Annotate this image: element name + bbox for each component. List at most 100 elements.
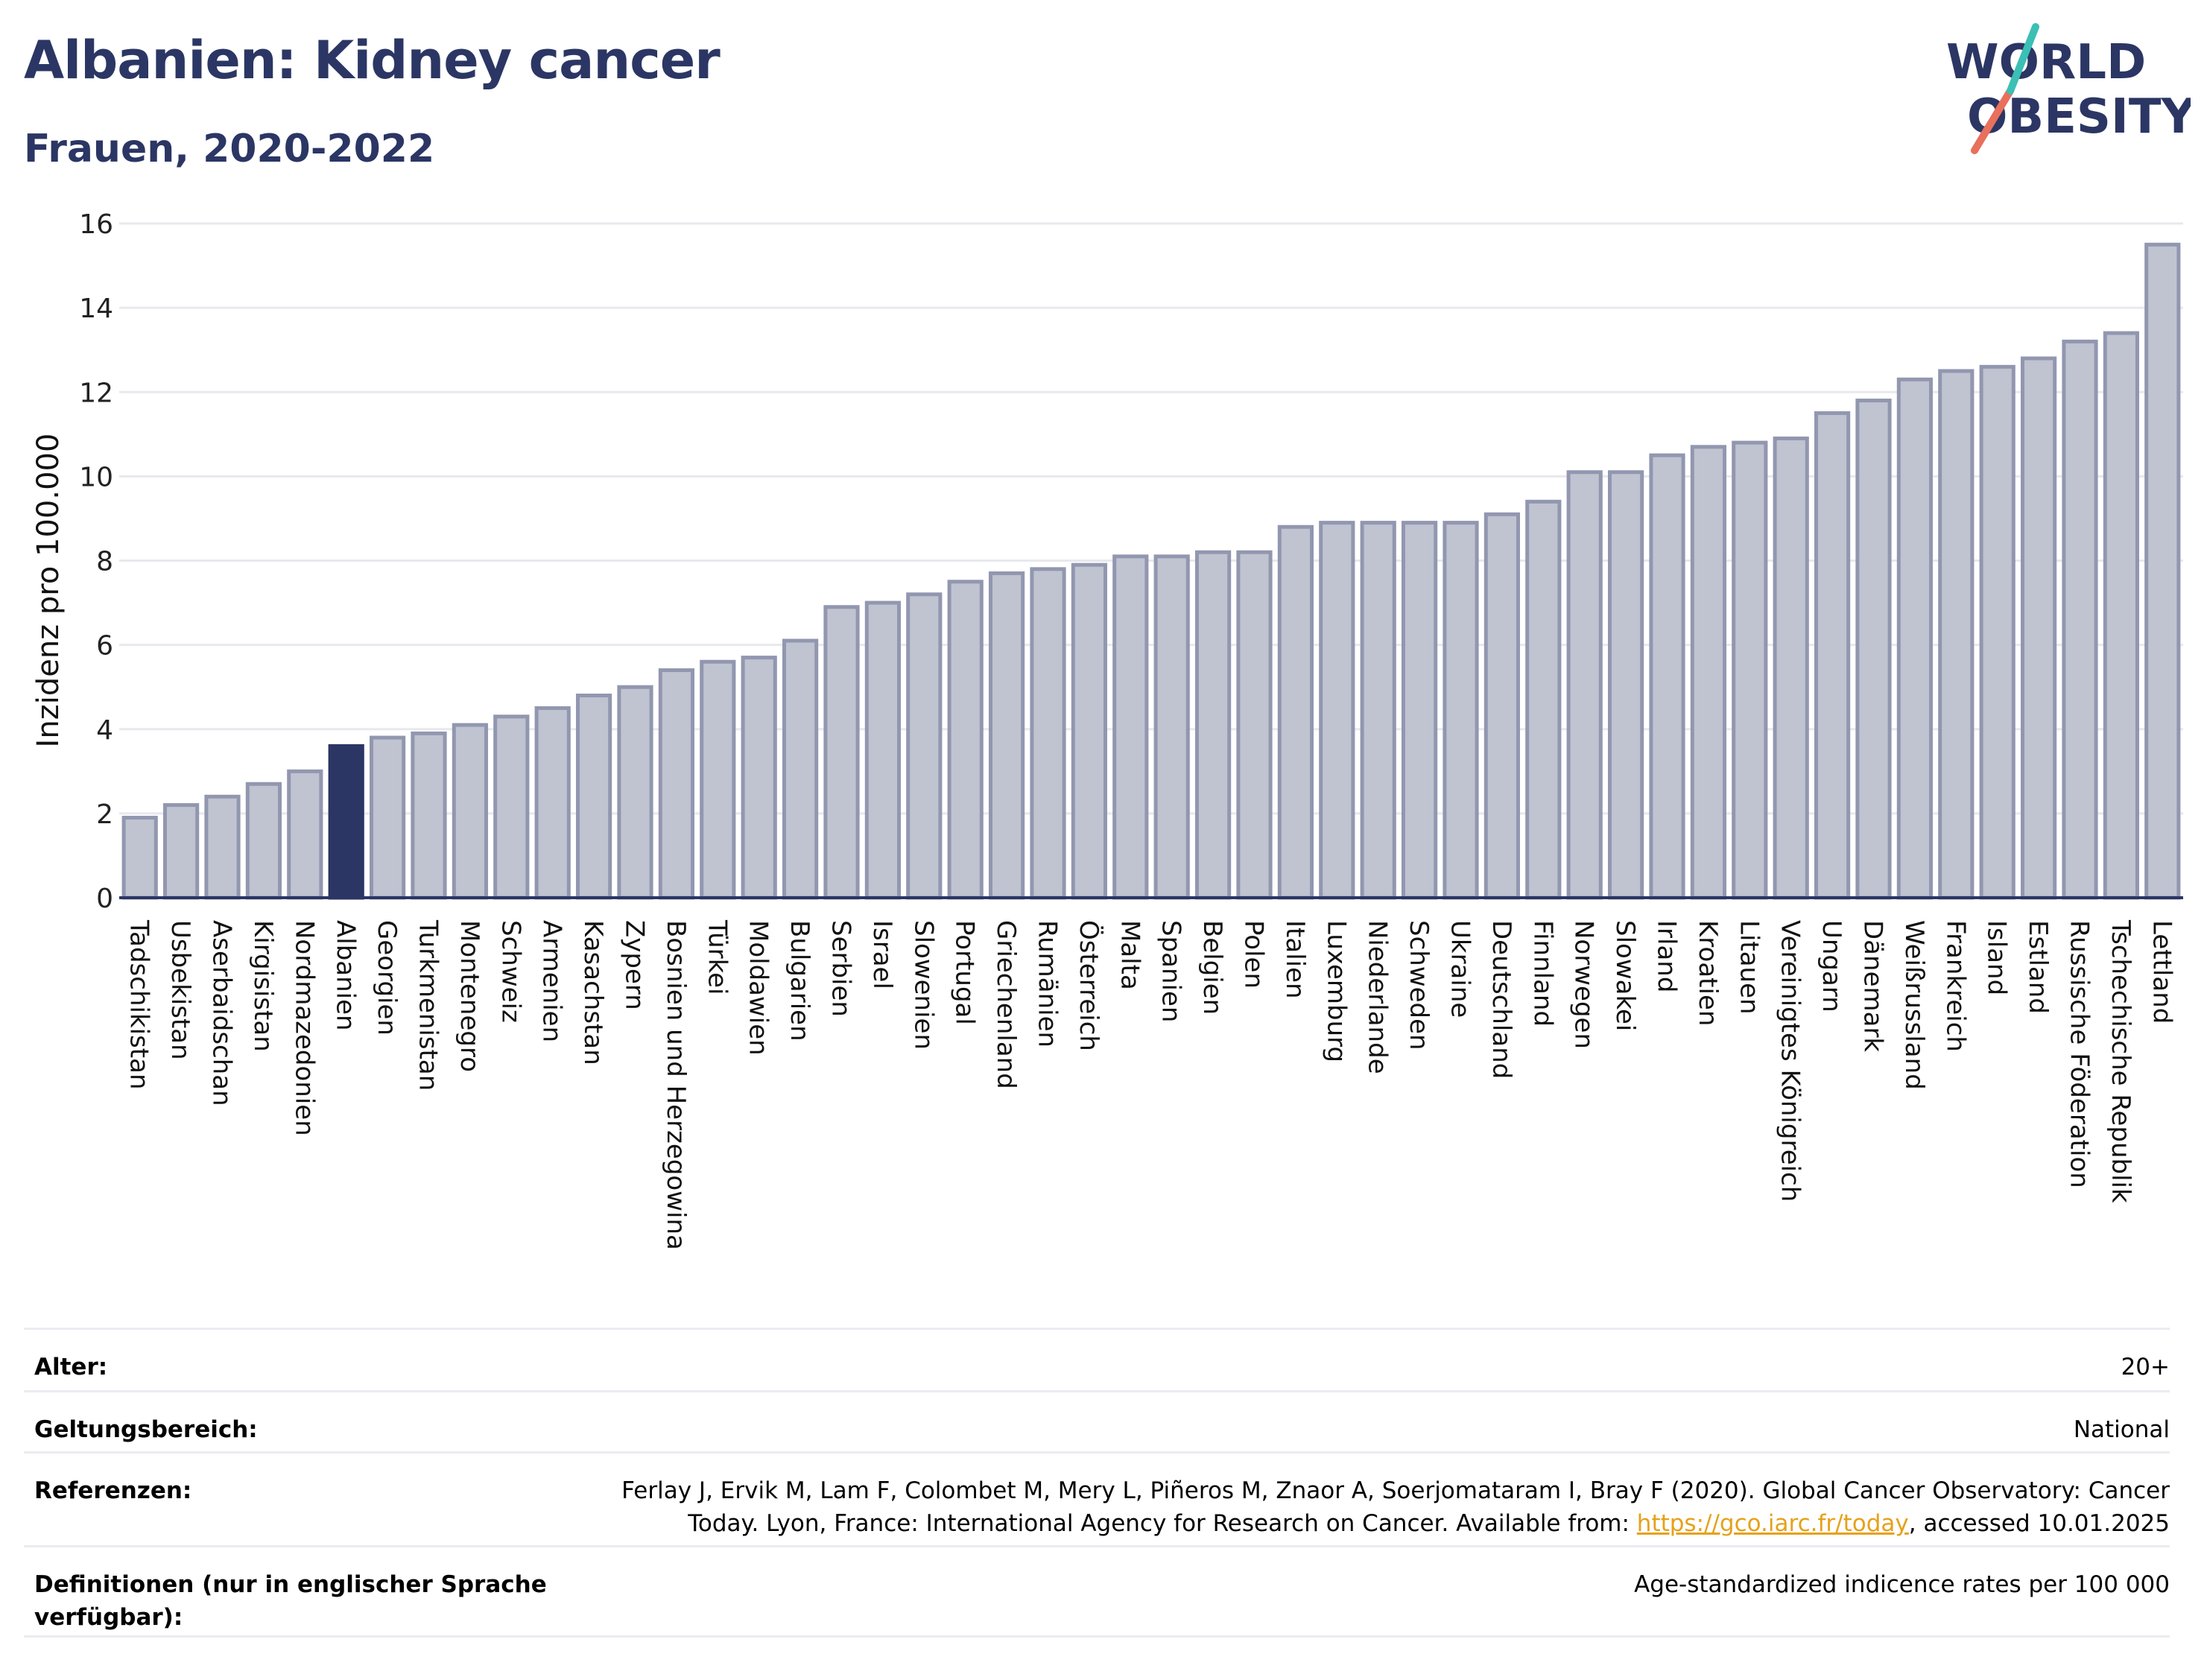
bar-lettland[interactable] bbox=[2144, 242, 2181, 900]
bar-turkmenistan[interactable] bbox=[411, 731, 447, 900]
x-tick-label: Norwegen bbox=[1569, 920, 1599, 1049]
bar-schweiz[interactable] bbox=[493, 714, 530, 900]
x-tick-label: Ukraine bbox=[1445, 920, 1475, 1018]
x-tick-label: Rumänien bbox=[1033, 920, 1063, 1047]
x-tick-label: Schweden bbox=[1404, 920, 1434, 1050]
bar-usbekistan[interactable] bbox=[162, 803, 200, 900]
x-tick-label: Kirgisistan bbox=[248, 920, 278, 1052]
bar-montenegro[interactable] bbox=[452, 723, 489, 900]
bar-spanien[interactable] bbox=[1153, 554, 1190, 900]
bar-italien[interactable] bbox=[1277, 524, 1314, 900]
bar-tadschikistan[interactable] bbox=[121, 816, 158, 900]
y-axis-ticks: 0 2 4 6 8 10 12 14 16 bbox=[79, 209, 113, 914]
definitions-value: Age-standardized indicence rates per 100… bbox=[1634, 1571, 2170, 1598]
bar-slowakei[interactable] bbox=[1607, 470, 1644, 900]
world-obesity-logo: WORLD OBESITY bbox=[1946, 23, 2191, 154]
y-tick-label: 6 bbox=[96, 631, 113, 662]
x-tick-label: Lettland bbox=[2147, 920, 2176, 1024]
bar-kirgisistan[interactable] bbox=[245, 782, 282, 900]
bar-bulgarien[interactable] bbox=[782, 638, 819, 900]
bar-estland[interactable] bbox=[2020, 356, 2057, 900]
bar-belgien[interactable] bbox=[1194, 550, 1232, 900]
bar-island[interactable] bbox=[1979, 364, 2015, 900]
bar-vereinigtes-königreich[interactable] bbox=[1773, 436, 1809, 900]
bar-russische-föderation[interactable] bbox=[2062, 339, 2098, 900]
x-tick-label: Armenien bbox=[537, 920, 567, 1042]
bar-georgien[interactable] bbox=[369, 735, 406, 900]
bar-israel[interactable] bbox=[864, 600, 902, 900]
x-tick-label: Montenegro bbox=[455, 920, 484, 1072]
bar-finnland[interactable] bbox=[1525, 499, 1562, 900]
info-row-references: Referenzen: Ferlay J, Ervik M, Lam F, Co… bbox=[24, 1451, 2170, 1545]
bar-ukraine[interactable] bbox=[1443, 521, 1479, 900]
bar-österreich[interactable] bbox=[1071, 562, 1108, 900]
bar-nordmazedonien[interactable] bbox=[287, 769, 323, 900]
info-table: Alter: 20+ Geltungsbereich: National Ref… bbox=[24, 1328, 2170, 1638]
bar-bosnien-und-herzegowina[interactable] bbox=[658, 668, 695, 900]
bar-griechenland[interactable] bbox=[988, 571, 1025, 900]
bar-serbien[interactable] bbox=[823, 605, 860, 900]
y-tick-label: 8 bbox=[96, 547, 113, 577]
bar-irland[interactable] bbox=[1649, 453, 1685, 900]
bar-luxemburg[interactable] bbox=[1319, 521, 1355, 900]
x-tick-label: Bosnien und Herzegowina bbox=[661, 920, 691, 1250]
x-tick-label: Niederlande bbox=[1363, 920, 1393, 1074]
chart-subtitle: Frauen, 2020-2022 bbox=[24, 127, 435, 171]
bar-polen[interactable] bbox=[1236, 550, 1273, 900]
x-tick-label: Litauen bbox=[1734, 920, 1764, 1015]
x-tick-label: Island bbox=[1982, 920, 2012, 995]
bar-armenien[interactable] bbox=[534, 706, 571, 900]
bar-zypern[interactable] bbox=[617, 685, 653, 900]
x-tick-label: Bulgarien bbox=[785, 920, 814, 1042]
bar-türkei[interactable] bbox=[700, 659, 736, 900]
x-tick-label: Moldawien bbox=[744, 920, 773, 1056]
y-tick-label: 16 bbox=[79, 209, 113, 240]
bar-dänemark[interactable] bbox=[1855, 399, 1892, 900]
x-tick-label: Tschechische Republik bbox=[2106, 919, 2135, 1203]
bar-schweden[interactable] bbox=[1401, 521, 1438, 900]
x-tick-label: Russische Föderation bbox=[2065, 920, 2094, 1188]
x-tick-label: Estland bbox=[2023, 920, 2053, 1014]
y-axis-label: Inzidenz pro 100.000 bbox=[31, 434, 66, 748]
bar-niederlande[interactable] bbox=[1360, 521, 1396, 900]
x-tick-label: Kasachstan bbox=[578, 920, 608, 1065]
x-tick-label: Schweiz bbox=[495, 920, 525, 1023]
x-tick-label: Dänemark bbox=[1858, 920, 1888, 1052]
references-link[interactable]: https://gco.iarc.fr/today bbox=[1636, 1510, 1909, 1537]
y-tick-label: 10 bbox=[79, 462, 113, 492]
x-tick-label: Weißrussland bbox=[1899, 920, 1929, 1090]
bar-ungarn[interactable] bbox=[1814, 411, 1851, 900]
bar-slowenien[interactable] bbox=[906, 592, 943, 900]
bar-deutschland[interactable] bbox=[1483, 512, 1521, 900]
x-tick-label: Irland bbox=[1652, 920, 1682, 992]
y-tick-label: 0 bbox=[96, 884, 113, 914]
x-axis-labels: Tadschikistan Usbekistan Aserbaidschan Kirg… bbox=[124, 919, 2177, 1250]
bar-albanien[interactable] bbox=[328, 744, 364, 900]
bar-kroatien[interactable] bbox=[1690, 445, 1727, 900]
bar-norwegen[interactable] bbox=[1566, 470, 1603, 900]
logo-line1: WORLD bbox=[1946, 35, 2146, 90]
y-tick-label: 4 bbox=[96, 715, 113, 746]
x-tick-label: Österreich bbox=[1074, 920, 1104, 1051]
bar-kasachstan[interactable] bbox=[575, 694, 612, 900]
x-tick-label: Tadschikistan bbox=[124, 919, 154, 1090]
scope-value: National bbox=[2073, 1416, 2170, 1443]
info-row-definitions: Definitionen (nur in englischer Sprache … bbox=[24, 1545, 2170, 1638]
bar-litauen[interactable] bbox=[1732, 440, 1768, 900]
references-line1: Ferlay J, Ervik M, Lam F, Colombet M, Me… bbox=[621, 1477, 2170, 1504]
bar-weißrussland[interactable] bbox=[1896, 377, 1934, 900]
x-tick-label: Aserbaidschan bbox=[207, 920, 237, 1106]
x-tick-label: Finnland bbox=[1527, 920, 1557, 1027]
bar-malta[interactable] bbox=[1112, 554, 1149, 900]
bar-tschechische-republik[interactable] bbox=[2103, 331, 2140, 900]
x-tick-label: Ungarn bbox=[1817, 920, 1846, 1012]
x-tick-label: Frankreich bbox=[1940, 920, 1970, 1052]
bar-aserbaidschan[interactable] bbox=[204, 794, 241, 900]
bar-moldawien[interactable] bbox=[741, 656, 777, 900]
age-label: Alter: bbox=[34, 1354, 108, 1381]
bar-portugal[interactable] bbox=[947, 580, 984, 900]
x-tick-label: Nordmazedonien bbox=[289, 920, 319, 1136]
y-tick-label: 12 bbox=[79, 378, 113, 408]
bar-rumänien[interactable] bbox=[1030, 567, 1066, 900]
bar-frankreich[interactable] bbox=[1938, 369, 1975, 900]
